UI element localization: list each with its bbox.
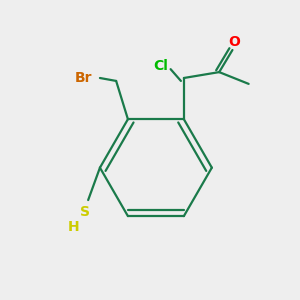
Text: O: O: [228, 35, 240, 49]
Text: Cl: Cl: [153, 59, 168, 73]
Text: S: S: [80, 205, 90, 219]
Text: H: H: [68, 220, 79, 234]
Text: Br: Br: [75, 71, 92, 85]
